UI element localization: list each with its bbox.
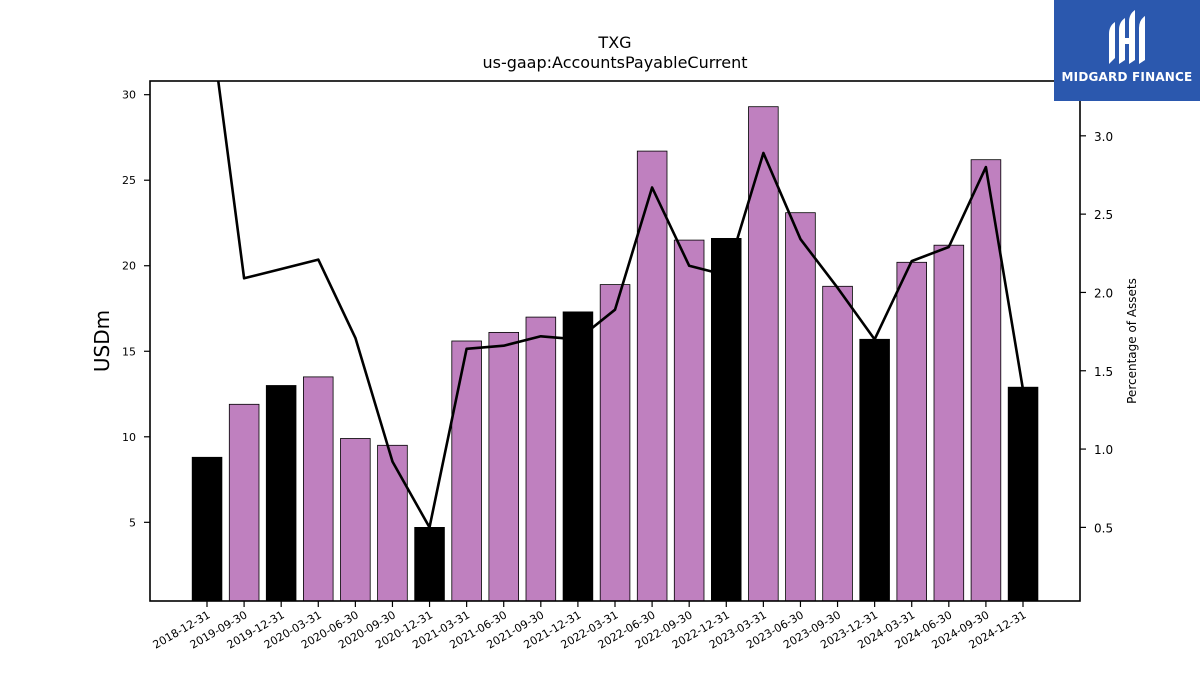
left-tick-label-25: 25 bbox=[122, 174, 136, 187]
chart-subtitle: us-gaap:AccountsPayableCurrent bbox=[482, 53, 747, 72]
bar-2022-12-31 bbox=[711, 237, 742, 602]
right-tick-label-1: 1.0 bbox=[1094, 443, 1113, 457]
left-tick-label-30: 30 bbox=[122, 89, 136, 102]
midgard-finance-logo: MIDGARD FINANCE bbox=[1054, 0, 1200, 101]
bar-2021-09-30 bbox=[525, 316, 557, 602]
bar-2023-03-31 bbox=[748, 106, 779, 602]
bar-2024-12-31 bbox=[1007, 386, 1039, 602]
bar-2024-06-30 bbox=[933, 244, 965, 602]
right-tick-label-1.5: 1.5 bbox=[1094, 365, 1113, 379]
bar-2021-12-31 bbox=[562, 311, 594, 602]
bars-group bbox=[191, 106, 1039, 602]
bar-2022-09-30 bbox=[673, 239, 705, 602]
logo-brand-text: MIDGARD FINANCE bbox=[1061, 70, 1193, 84]
right-tick-label-3: 3.0 bbox=[1094, 130, 1113, 144]
bar-2020-12-31 bbox=[414, 527, 445, 602]
bar-2019-12-31 bbox=[265, 385, 297, 602]
percentage-of-assets-line bbox=[216, 81, 1025, 529]
bar-2023-06-30 bbox=[785, 212, 816, 602]
bar-2022-03-31 bbox=[599, 284, 631, 602]
bar-2023-12-31 bbox=[859, 338, 890, 602]
x-axis-ticks: 2018-12-312019-09-302019-12-312020-03-31… bbox=[151, 601, 1029, 652]
chart-title: TXG bbox=[597, 33, 631, 52]
right-tick-label-0.5: 0.5 bbox=[1094, 521, 1113, 535]
left-tick-label-10: 10 bbox=[122, 431, 136, 444]
right-tick-label-2.5: 2.5 bbox=[1094, 208, 1113, 222]
bar-2023-09-30 bbox=[822, 285, 853, 602]
bar-2021-03-31 bbox=[451, 340, 482, 602]
bar-2020-03-31 bbox=[302, 376, 334, 602]
bar-2019-09-30 bbox=[228, 403, 260, 602]
left-tick-label-15: 15 bbox=[122, 345, 136, 358]
bar-2018-12-31 bbox=[191, 456, 223, 602]
left-tick-label-5: 5 bbox=[129, 516, 136, 529]
left-axis-ticks: 5 10 15 20 25 30 bbox=[122, 89, 150, 529]
y-axis-label: USDm bbox=[90, 310, 114, 372]
right-axis-ticks: 0.5 1.0 1.5 2.0 2.5 3.0 bbox=[1080, 130, 1113, 535]
midgard-m-icon bbox=[1109, 10, 1145, 64]
bar-2024-03-31 bbox=[896, 261, 928, 602]
right-tick-label-2: 2.0 bbox=[1094, 286, 1113, 300]
bar-2021-06-30 bbox=[488, 331, 519, 602]
bar-2020-09-30 bbox=[377, 444, 408, 602]
bar-2020-06-30 bbox=[340, 438, 371, 602]
bar-2022-06-30 bbox=[636, 150, 668, 602]
left-tick-label-20: 20 bbox=[122, 260, 136, 273]
y-axis-label-right: Percentage of Assets bbox=[1125, 278, 1139, 404]
